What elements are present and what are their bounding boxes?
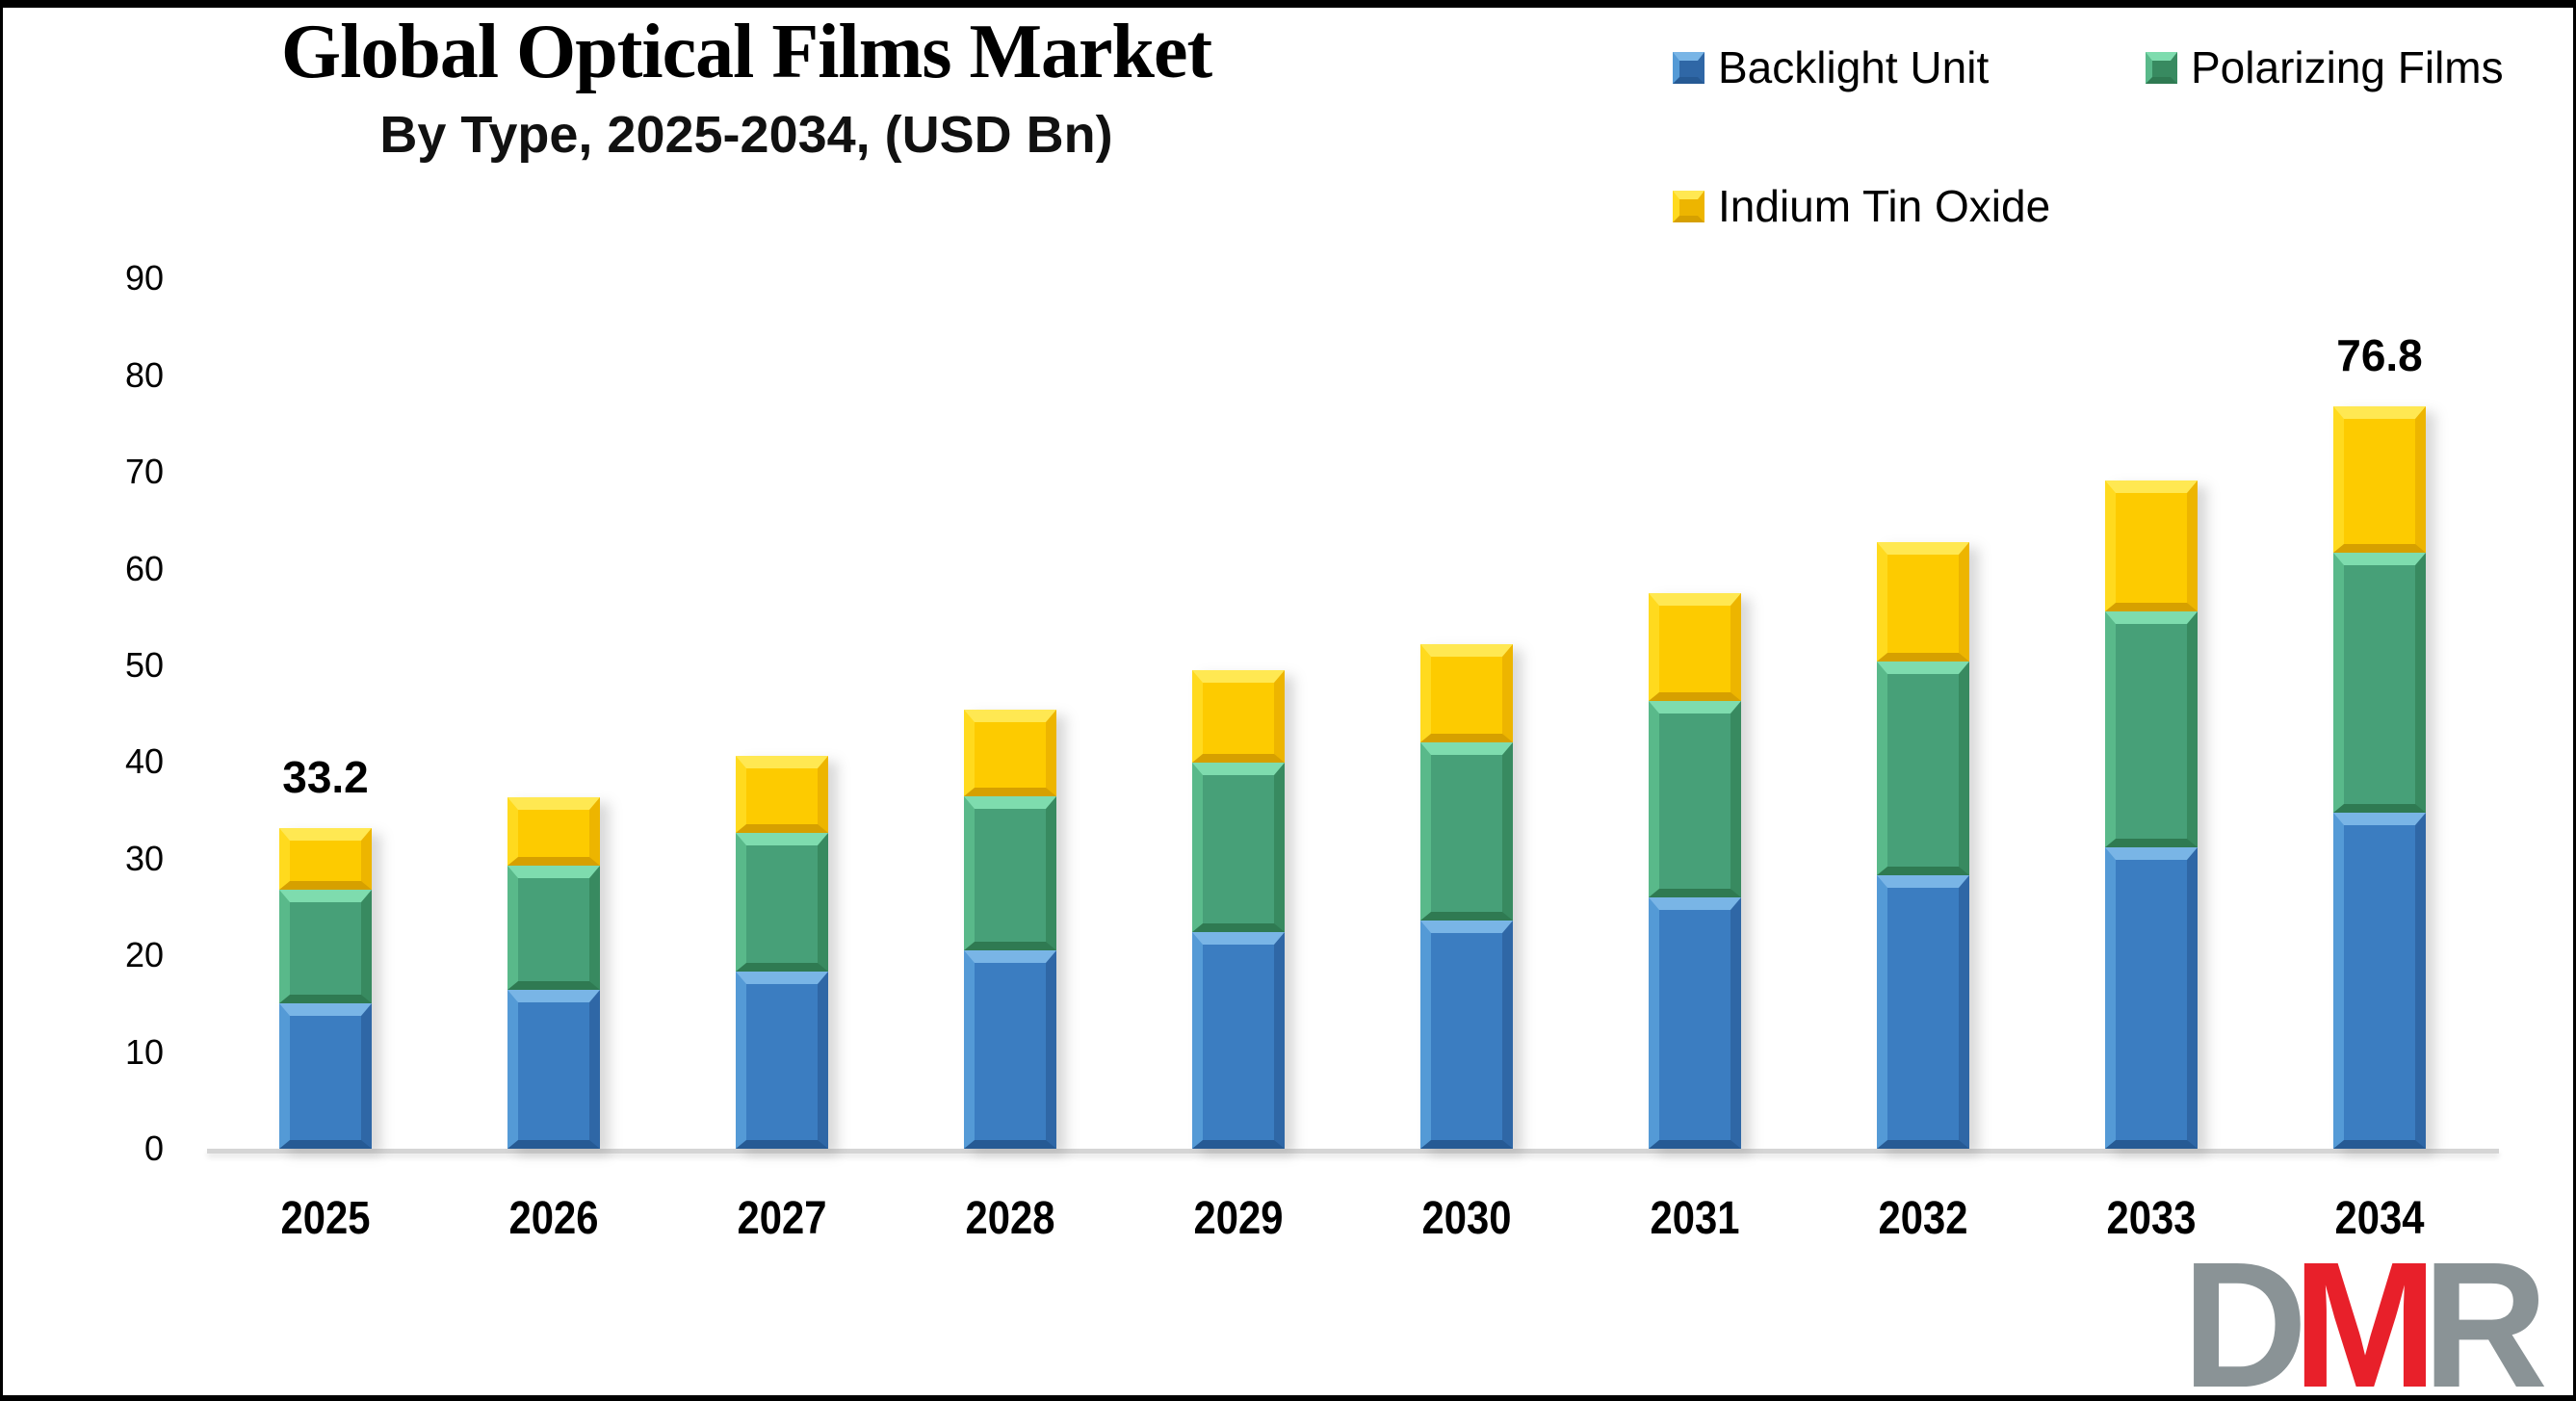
stacked-bar-2028 bbox=[964, 710, 1056, 1149]
legend-swatch-backlight-unit-icon bbox=[1673, 51, 1704, 84]
legend-swatch-polarizing-films-icon bbox=[2146, 51, 2177, 84]
bar-segment-indium-tin-oxide-2028 bbox=[964, 710, 1056, 796]
border-bottom bbox=[0, 1395, 2576, 1401]
x-axis-label-2033: 2033 bbox=[2106, 1193, 2197, 1244]
bar-segment-polarizing-films-2030 bbox=[1420, 742, 1513, 921]
legend-item-backlight-unit: Backlight Unit bbox=[1673, 41, 2146, 93]
chart-subtitle: By Type, 2025-2034, (USD Bn) bbox=[379, 106, 1113, 164]
legend-label: Backlight Unit bbox=[1718, 42, 1990, 92]
bar-segment-backlight-unit-2030 bbox=[1420, 921, 1513, 1149]
y-axis-tick-40: 40 bbox=[124, 741, 164, 782]
bar-segment-backlight-unit-2031 bbox=[1649, 896, 1741, 1149]
border-top bbox=[0, 0, 2576, 8]
logo-letter-d: D bbox=[2182, 1226, 2307, 1401]
bar-segment-polarizing-films-2027 bbox=[736, 832, 828, 973]
border-right bbox=[2573, 0, 2576, 1401]
legend-item-indium-tin-oxide: Indium Tin Oxide bbox=[1673, 180, 2050, 232]
bar-segment-indium-tin-oxide-2030 bbox=[1420, 643, 1513, 743]
y-axis-tick-0: 0 bbox=[143, 1129, 164, 1168]
bar-segment-backlight-unit-2026 bbox=[507, 990, 600, 1149]
stacked-bar-2030 bbox=[1420, 643, 1513, 1149]
bar-segment-indium-tin-oxide-2029 bbox=[1192, 670, 1285, 764]
bar-segment-polarizing-films-2025 bbox=[279, 889, 372, 1004]
bar-total-label-2025: 33.2 bbox=[282, 751, 369, 802]
bar-segment-backlight-unit-2033 bbox=[2105, 846, 2198, 1149]
y-axis-tick-80: 80 bbox=[124, 354, 164, 395]
bar-segment-indium-tin-oxide-2027 bbox=[736, 756, 828, 833]
bar-segment-polarizing-films-2031 bbox=[1649, 701, 1741, 897]
bar-total-label-2034: 76.8 bbox=[2336, 329, 2423, 380]
bar-segment-backlight-unit-2028 bbox=[964, 950, 1056, 1149]
bar-segment-indium-tin-oxide-2032 bbox=[1877, 542, 1969, 662]
stacked-bar-2029 bbox=[1192, 670, 1285, 1149]
dmr-logo: DMR bbox=[2182, 1226, 2548, 1401]
legend-label: Polarizing Films bbox=[2191, 42, 2504, 92]
bar-segment-indium-tin-oxide-2031 bbox=[1649, 592, 1741, 702]
stacked-bar-2034 bbox=[2333, 405, 2426, 1149]
y-axis-tick-70: 70 bbox=[124, 452, 164, 492]
bar-segment-indium-tin-oxide-2026 bbox=[507, 796, 600, 866]
y-axis-tick-60: 60 bbox=[124, 548, 164, 588]
stacked-bar-2025 bbox=[279, 827, 372, 1149]
stacked-bar-2033 bbox=[2105, 480, 2198, 1149]
bar-segment-polarizing-films-2034 bbox=[2333, 552, 2426, 813]
bar-segment-backlight-unit-2034 bbox=[2333, 812, 2426, 1149]
bar-segment-backlight-unit-2029 bbox=[1192, 932, 1285, 1149]
legend-swatch-indium-tin-oxide-icon bbox=[1673, 190, 1704, 222]
bar-segment-polarizing-films-2033 bbox=[2105, 610, 2198, 847]
x-axis-line bbox=[207, 1149, 2499, 1154]
x-axis-label-2031: 2031 bbox=[1650, 1193, 1740, 1244]
y-axis-tick-30: 30 bbox=[124, 838, 164, 878]
x-axis-label-2029: 2029 bbox=[1193, 1193, 1284, 1244]
bar-segment-polarizing-films-2028 bbox=[964, 795, 1056, 951]
logo-letter-m: M bbox=[2292, 1226, 2437, 1401]
bar-segment-indium-tin-oxide-2025 bbox=[279, 827, 372, 890]
y-axis-tick-50: 50 bbox=[124, 645, 164, 685]
bar-segment-polarizing-films-2026 bbox=[507, 865, 600, 991]
logo-letter-r: R bbox=[2422, 1226, 2548, 1401]
y-axis-tick-20: 20 bbox=[124, 935, 164, 975]
bar-segment-indium-tin-oxide-2034 bbox=[2333, 405, 2426, 553]
legend-row-1: Backlight Unit Polarizing Films bbox=[1673, 40, 2504, 94]
legend-item-polarizing-films: Polarizing Films bbox=[2146, 41, 2504, 93]
x-axis-label-2026: 2026 bbox=[508, 1193, 599, 1244]
bar-segment-backlight-unit-2032 bbox=[1877, 874, 1969, 1149]
x-axis-label-2034: 2034 bbox=[2334, 1193, 2425, 1244]
legend-row-2: Indium Tin Oxide bbox=[1673, 179, 2050, 233]
stacked-bar-2031 bbox=[1649, 592, 1741, 1149]
bar-segment-polarizing-films-2029 bbox=[1192, 763, 1285, 933]
stacked-bar-2032 bbox=[1877, 542, 1969, 1149]
chart-title: Global Optical Films Market bbox=[280, 10, 1212, 94]
bar-segment-indium-tin-oxide-2033 bbox=[2105, 480, 2198, 611]
stacked-bar-2027 bbox=[736, 756, 828, 1149]
border-left bbox=[0, 0, 3, 1401]
bar-segment-polarizing-films-2032 bbox=[1877, 661, 1969, 875]
y-axis-tick-90: 90 bbox=[124, 258, 164, 298]
stacked-bar-2026 bbox=[507, 796, 600, 1149]
y-axis-tick-10: 10 bbox=[124, 1031, 164, 1072]
x-axis-label-2032: 2032 bbox=[1878, 1193, 1968, 1244]
x-axis-label-2027: 2027 bbox=[737, 1193, 827, 1244]
bar-segment-backlight-unit-2027 bbox=[736, 972, 828, 1149]
bar-segment-backlight-unit-2025 bbox=[279, 1003, 372, 1149]
title-block: Global Optical Films Market By Type, 202… bbox=[221, 6, 1271, 166]
x-axis-label-2028: 2028 bbox=[965, 1193, 1055, 1244]
x-axis-label-2025: 2025 bbox=[280, 1193, 371, 1244]
legend-label: Indium Tin Oxide bbox=[1718, 181, 2051, 231]
x-axis-label-2030: 2030 bbox=[1421, 1193, 1512, 1244]
